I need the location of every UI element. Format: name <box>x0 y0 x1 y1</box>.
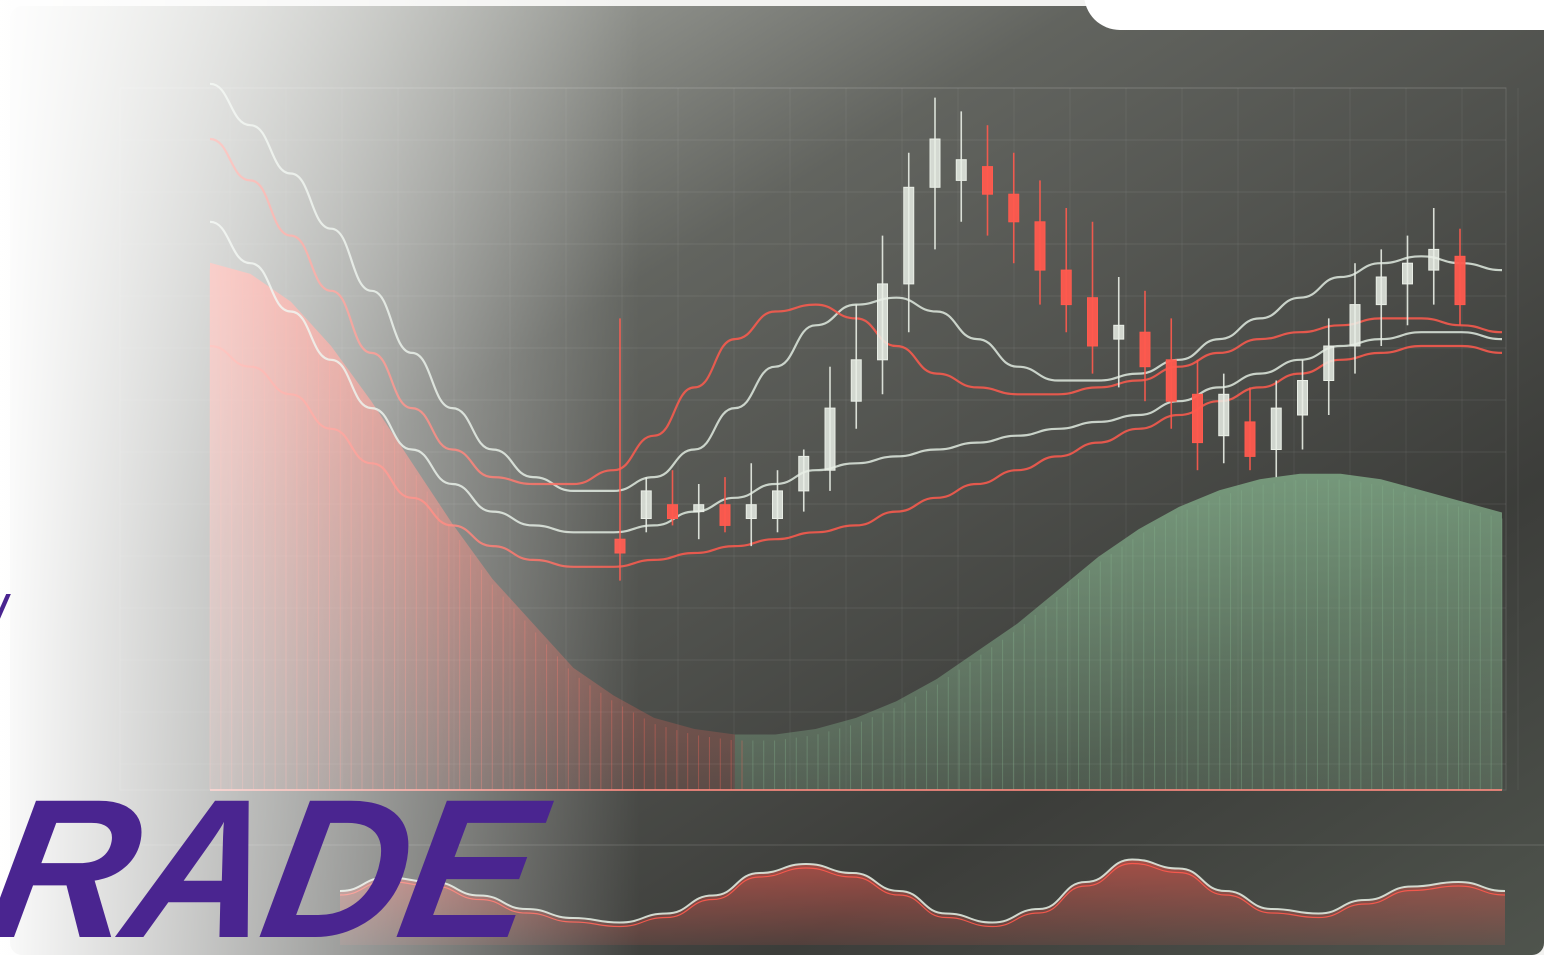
candlestick-series <box>614 97 1466 581</box>
candle-body <box>1087 297 1098 347</box>
candle-body <box>1402 262 1413 285</box>
candle-body <box>667 504 678 520</box>
candle-body <box>798 455 810 492</box>
candle-body <box>877 283 888 361</box>
candle-body <box>850 359 862 402</box>
candle-body <box>1113 324 1125 340</box>
candle-body <box>929 138 941 188</box>
candle-body <box>719 504 731 526</box>
candle-body <box>1323 345 1335 381</box>
candle-body <box>1060 269 1072 306</box>
candle-body <box>955 159 967 181</box>
candle-body <box>982 166 993 195</box>
candle-body <box>903 186 915 285</box>
volume-area-green <box>734 473 1502 790</box>
top-right-panel-tab <box>1084 0 1544 30</box>
left-fade-overlay <box>0 0 640 955</box>
candle-body <box>1139 331 1151 368</box>
candle-body <box>1244 421 1256 457</box>
candle-body <box>745 504 757 520</box>
candle-body <box>1034 221 1046 271</box>
candle-body <box>640 490 652 519</box>
candle-body <box>1218 393 1230 437</box>
candle-body <box>1192 393 1203 444</box>
candle-body <box>1428 248 1440 271</box>
candle-body <box>1297 380 1308 416</box>
candle-body <box>1165 359 1177 402</box>
candle-body <box>693 504 705 513</box>
candle-body <box>1375 276 1387 306</box>
candle-body <box>772 490 783 519</box>
candle-body <box>1008 193 1020 223</box>
brand-wordmark: RADE <box>0 758 551 955</box>
candle-body <box>1349 304 1361 347</box>
candle-body <box>1270 407 1282 451</box>
candle-body <box>824 407 836 471</box>
candle-body <box>1454 255 1466 306</box>
